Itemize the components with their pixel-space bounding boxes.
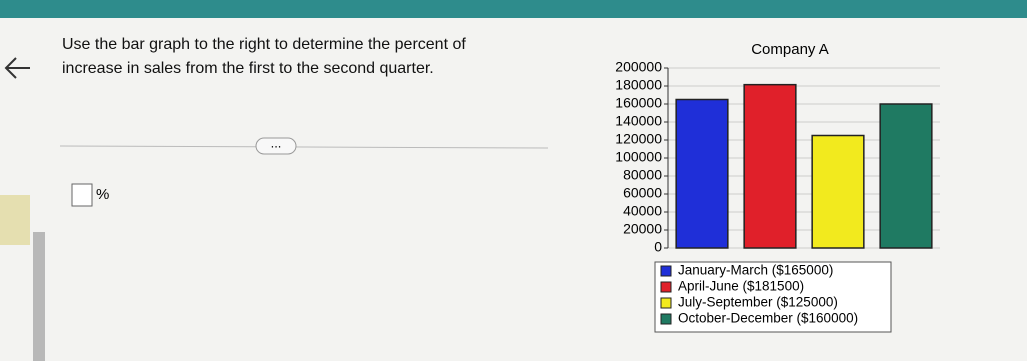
y-tick-label: 40000: [623, 203, 662, 219]
y-tick-label: 140000: [615, 113, 662, 129]
y-tick-label: 80000: [623, 167, 662, 183]
y-tick-label: 200000: [615, 59, 662, 75]
bar: [879, 103, 933, 249]
question-text: increase in sales from the first to the …: [62, 60, 434, 77]
question-text: Use the bar graph to the right to determ…: [62, 36, 466, 53]
bar: [811, 134, 865, 249]
y-tick-label: 20000: [623, 221, 662, 237]
legend-box: [654, 261, 892, 333]
y-tick-label: 100000: [615, 149, 662, 165]
legend-swatch: [660, 297, 672, 309]
bar: [675, 98, 729, 249]
legend-label: October-December ($160000): [678, 311, 858, 326]
chart-title: Company A: [751, 41, 829, 58]
legend-swatch: [660, 281, 672, 293]
legend-label: January-March ($165000): [678, 263, 833, 278]
more-button[interactable]: [255, 137, 297, 155]
y-tick-label: 160000: [615, 95, 662, 111]
y-tick-label: 0: [654, 239, 662, 255]
side-strip: [0, 195, 30, 245]
more-button-label: ...: [271, 135, 282, 150]
scrollbar: [33, 232, 45, 361]
back-arrow[interactable]: [4, 57, 30, 79]
y-tick-label: 120000: [615, 131, 662, 147]
legend-label: July-September ($125000): [678, 295, 838, 310]
legend-swatch: [660, 265, 672, 277]
y-tick-label: 60000: [623, 185, 662, 201]
y-tick-label: 180000: [615, 77, 662, 93]
answer-unit: %: [96, 186, 109, 203]
chart: Company A 0 20000 40000 60000 80000 100000 1200…: [615, 41, 940, 333]
answer-box[interactable]: [71, 183, 93, 207]
legend-label: April-June ($181500): [678, 279, 804, 294]
legend-swatch: [660, 313, 672, 325]
bar: [743, 83, 797, 249]
divider: [59, 145, 549, 149]
top-bar: [0, 0, 1027, 18]
